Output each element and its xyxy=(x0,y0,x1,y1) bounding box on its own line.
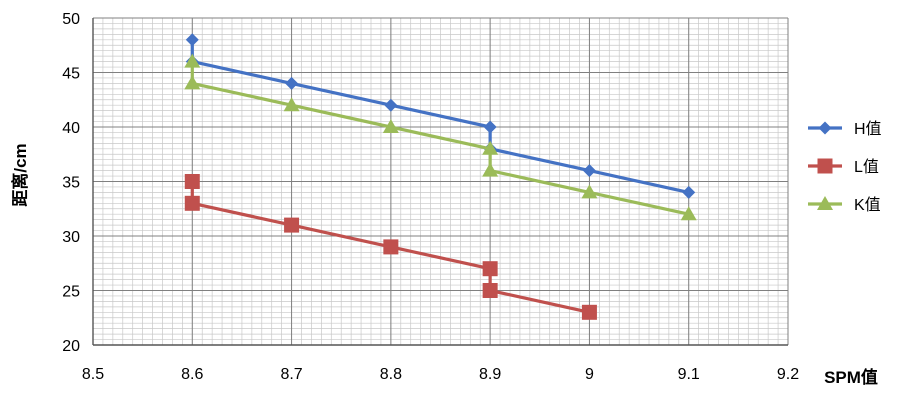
data-point xyxy=(482,162,499,177)
data-point xyxy=(382,119,399,133)
data-point xyxy=(482,283,498,298)
legend-item: L值 xyxy=(808,158,879,176)
data-point xyxy=(184,53,201,68)
data-point xyxy=(482,261,498,277)
series-line xyxy=(190,61,690,216)
legend-swatch-marker xyxy=(818,121,832,135)
data-point xyxy=(581,184,598,199)
series-line xyxy=(190,39,690,194)
data-point xyxy=(483,120,497,134)
legend-swatch-marker xyxy=(817,196,833,210)
axes: 8.5 8.6 8.7 8.8 8.9 9 9.1 9.2 20 25 30 35 40 45 50 xyxy=(62,11,799,383)
series-2 xyxy=(184,174,597,320)
legend: H值 L值 K值 xyxy=(808,120,882,214)
x-tick-label: 9 xyxy=(585,366,594,383)
legend-label: H值 xyxy=(854,120,882,138)
y-tick-label: 20 xyxy=(62,338,80,355)
x-tick-label: 8.6 xyxy=(181,366,203,383)
data-point xyxy=(184,174,200,189)
y-tick-label: 45 xyxy=(62,66,80,83)
y-tick-label: 50 xyxy=(62,11,80,28)
x-tick-label: 8.5 xyxy=(82,366,104,383)
data-point xyxy=(283,97,300,112)
data-point xyxy=(185,33,199,47)
x-tick-label: 8.8 xyxy=(380,366,402,383)
data-point xyxy=(184,195,200,211)
data-point xyxy=(184,75,201,90)
data-point xyxy=(284,217,300,233)
series-3 xyxy=(184,53,697,221)
y-tick-label: 35 xyxy=(62,175,80,192)
x-tick-label: 9.1 xyxy=(678,366,700,383)
series-layer xyxy=(184,33,697,320)
legend-item: K值 xyxy=(808,196,881,214)
x-tick-label: 8.9 xyxy=(479,366,501,383)
data-point xyxy=(680,206,697,221)
legend-label: K值 xyxy=(854,196,881,214)
y-tick-label: 30 xyxy=(62,229,80,246)
y-tick-label: 25 xyxy=(62,284,80,301)
y-tick-label: 40 xyxy=(62,120,80,137)
data-point xyxy=(482,140,499,155)
data-point xyxy=(285,76,299,90)
legend-swatch-marker xyxy=(817,158,833,174)
data-point xyxy=(582,164,596,178)
x-tick-label: 8.7 xyxy=(280,366,302,383)
y-axis-title: 距离/cm xyxy=(10,143,30,206)
data-point xyxy=(383,239,399,255)
legend-item: H值 xyxy=(808,120,882,138)
legend-label: L值 xyxy=(854,158,879,176)
data-point xyxy=(682,185,696,199)
data-point xyxy=(384,98,398,112)
x-axis-title: SPM值 xyxy=(824,367,878,387)
data-point xyxy=(581,304,597,320)
x-tick-label: 9.2 xyxy=(777,366,799,383)
